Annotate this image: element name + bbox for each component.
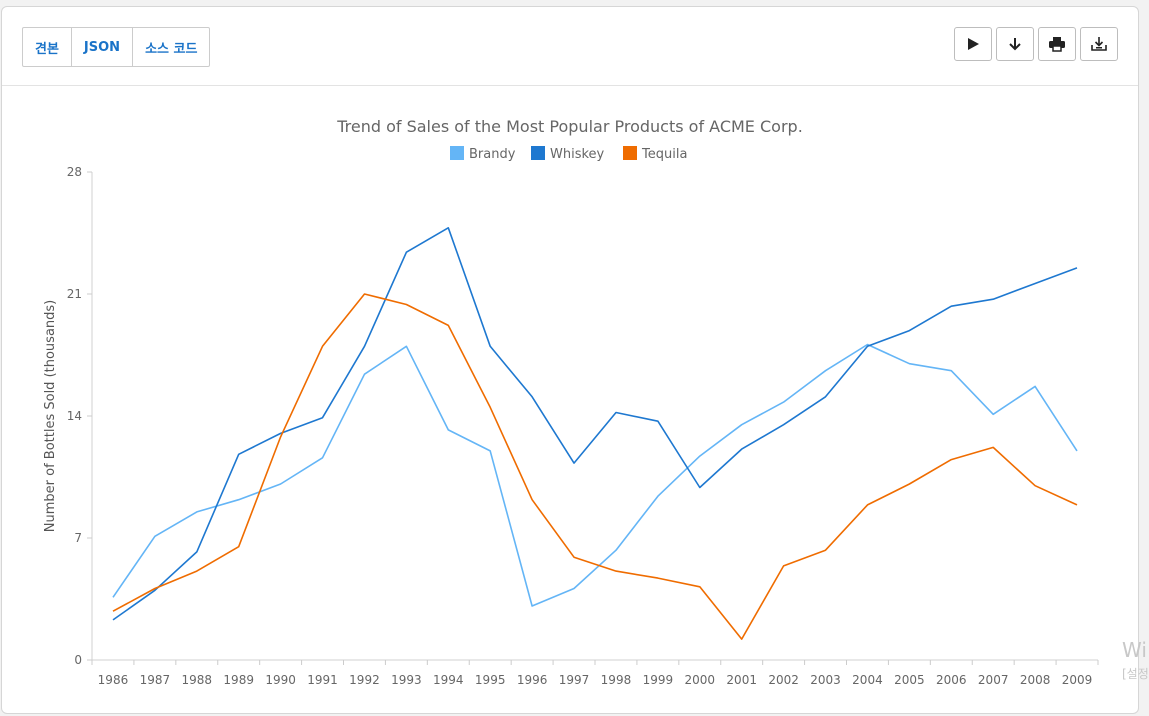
y-tick-label: 28 xyxy=(67,165,82,179)
x-tick-label: 1989 xyxy=(223,673,254,687)
tool-buttons xyxy=(954,27,1118,61)
watermark-subtext: [설정 xyxy=(1122,667,1149,681)
y-axis-label: Number of Bottles Sold (thousands) xyxy=(43,300,58,532)
x-tick-label: 2001 xyxy=(726,673,757,687)
view-tabs: 견본 JSON 소스 코드 xyxy=(22,27,211,67)
y-tick-label: 21 xyxy=(67,287,82,301)
x-tick-label: 2008 xyxy=(1020,673,1051,687)
download-button[interactable] xyxy=(996,27,1034,61)
x-tick-label: 1988 xyxy=(182,673,213,687)
x-tick-label: 1996 xyxy=(517,673,548,687)
axes: 0 7 14 21 28 1986 1987 1988 1989 1990 1991 1992 1993… xyxy=(67,165,1099,687)
legend-label-tequila[interactable]: Tequila xyxy=(641,147,687,162)
tab-source-code[interactable]: 소스 코드 xyxy=(145,41,198,57)
series-line-brandy xyxy=(112,343,1078,607)
x-tick-label: 2003 xyxy=(810,673,841,687)
tab-sample[interactable]: 견본 xyxy=(23,28,72,66)
x-tick-label: 1991 xyxy=(307,673,338,687)
x-tick-label: 2007 xyxy=(978,673,1009,687)
x-tick-label: 1987 xyxy=(140,673,171,687)
legend-swatch-whiskey xyxy=(531,146,545,160)
chart-title: Trend of Sales of the Most Popular Produ… xyxy=(336,117,803,136)
x-tick-label: 2005 xyxy=(894,673,925,687)
x-tick-label: 2009 xyxy=(1062,673,1093,687)
y-tick-label: 14 xyxy=(67,409,82,423)
x-tick-label: 2006 xyxy=(936,673,967,687)
legend-swatch-brandy xyxy=(450,146,464,160)
tab-json[interactable]: JSON xyxy=(72,28,134,66)
x-tick-label: 1997 xyxy=(559,673,590,687)
x-tick-label: 1994 xyxy=(433,673,464,687)
play-icon xyxy=(968,38,979,50)
toolbar-divider xyxy=(2,85,1138,86)
x-tick-label: 1995 xyxy=(475,673,506,687)
legend-swatch-tequila xyxy=(623,146,637,160)
series-line-tequila xyxy=(112,293,1078,640)
print-button[interactable] xyxy=(1038,27,1076,61)
legend-label-whiskey[interactable]: Whiskey xyxy=(550,147,605,162)
y-tick-label: 7 xyxy=(74,531,82,545)
run-button[interactable] xyxy=(954,27,992,61)
x-tick-label: 1990 xyxy=(265,673,296,687)
x-tick-label: 1993 xyxy=(391,673,422,687)
x-tick-label: 2002 xyxy=(768,673,799,687)
legend-label-brandy[interactable]: Brandy xyxy=(469,147,516,162)
y-tick-label: 0 xyxy=(74,653,82,667)
x-tick-label: 1992 xyxy=(349,673,380,687)
x-tick-label: 2000 xyxy=(685,673,716,687)
x-tick-label: 1986 xyxy=(98,673,129,687)
series-lines xyxy=(112,227,1078,640)
export-icon xyxy=(1091,37,1107,51)
legend: Brandy Whiskey Tequila xyxy=(450,146,687,162)
chart-card: 견본 JSON 소스 코드 xyxy=(1,6,1139,714)
print-icon xyxy=(1049,37,1065,52)
x-tick-label: 1998 xyxy=(601,673,632,687)
export-button[interactable] xyxy=(1080,27,1118,61)
x-tick-label: 1999 xyxy=(643,673,674,687)
series-line-whiskey xyxy=(112,227,1078,621)
x-tick-label: 2004 xyxy=(852,673,883,687)
watermark-text: Wi xyxy=(1122,638,1147,662)
download-arrow-icon xyxy=(1009,38,1021,51)
